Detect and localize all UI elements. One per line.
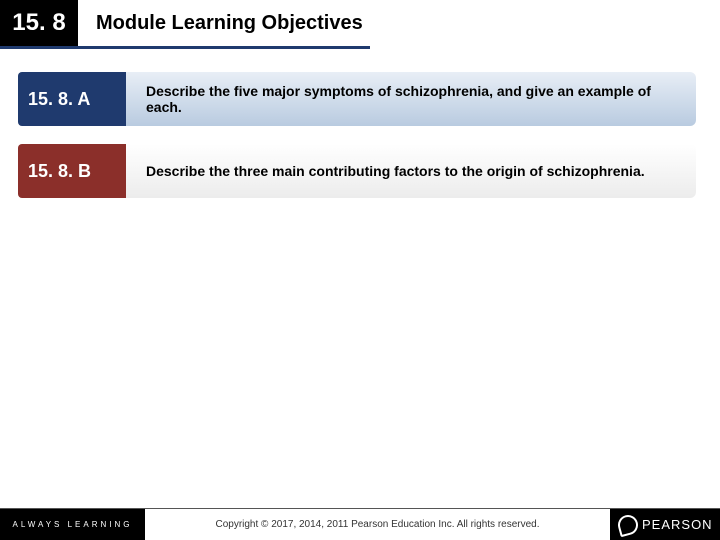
slide-footer: ALWAYS LEARNING Copyright © 2017, 2014, … <box>0 508 720 540</box>
module-title: Module Learning Objectives <box>96 12 363 35</box>
objective-label-a: 15. 8. A <box>18 72 126 126</box>
footer-divider <box>0 508 720 509</box>
objectives-list: 15. 8. A Describe the five major symptom… <box>0 72 720 198</box>
always-learning-badge: ALWAYS LEARNING <box>0 508 145 540</box>
objective-label-b: 15. 8. B <box>18 144 126 198</box>
slide-header: 15. 8 Module Learning Objectives <box>0 0 720 46</box>
module-number-badge: 15. 8 <box>0 0 78 46</box>
copyright-text: Copyright © 2017, 2014, 2011 Pearson Edu… <box>145 519 610 530</box>
objective-text-b: Describe the three main contributing fac… <box>126 144 696 198</box>
pearson-logo: PEARSON <box>610 508 720 540</box>
objective-text-a: Describe the five major symptoms of schi… <box>126 72 696 126</box>
pearson-brand-text: PEARSON <box>642 517 713 532</box>
objective-row-b: 15. 8. B Describe the three main contrib… <box>18 144 696 198</box>
title-underline <box>0 46 370 49</box>
pearson-mark-icon <box>618 515 636 533</box>
objective-row-a: 15. 8. A Describe the five major symptom… <box>18 72 696 126</box>
